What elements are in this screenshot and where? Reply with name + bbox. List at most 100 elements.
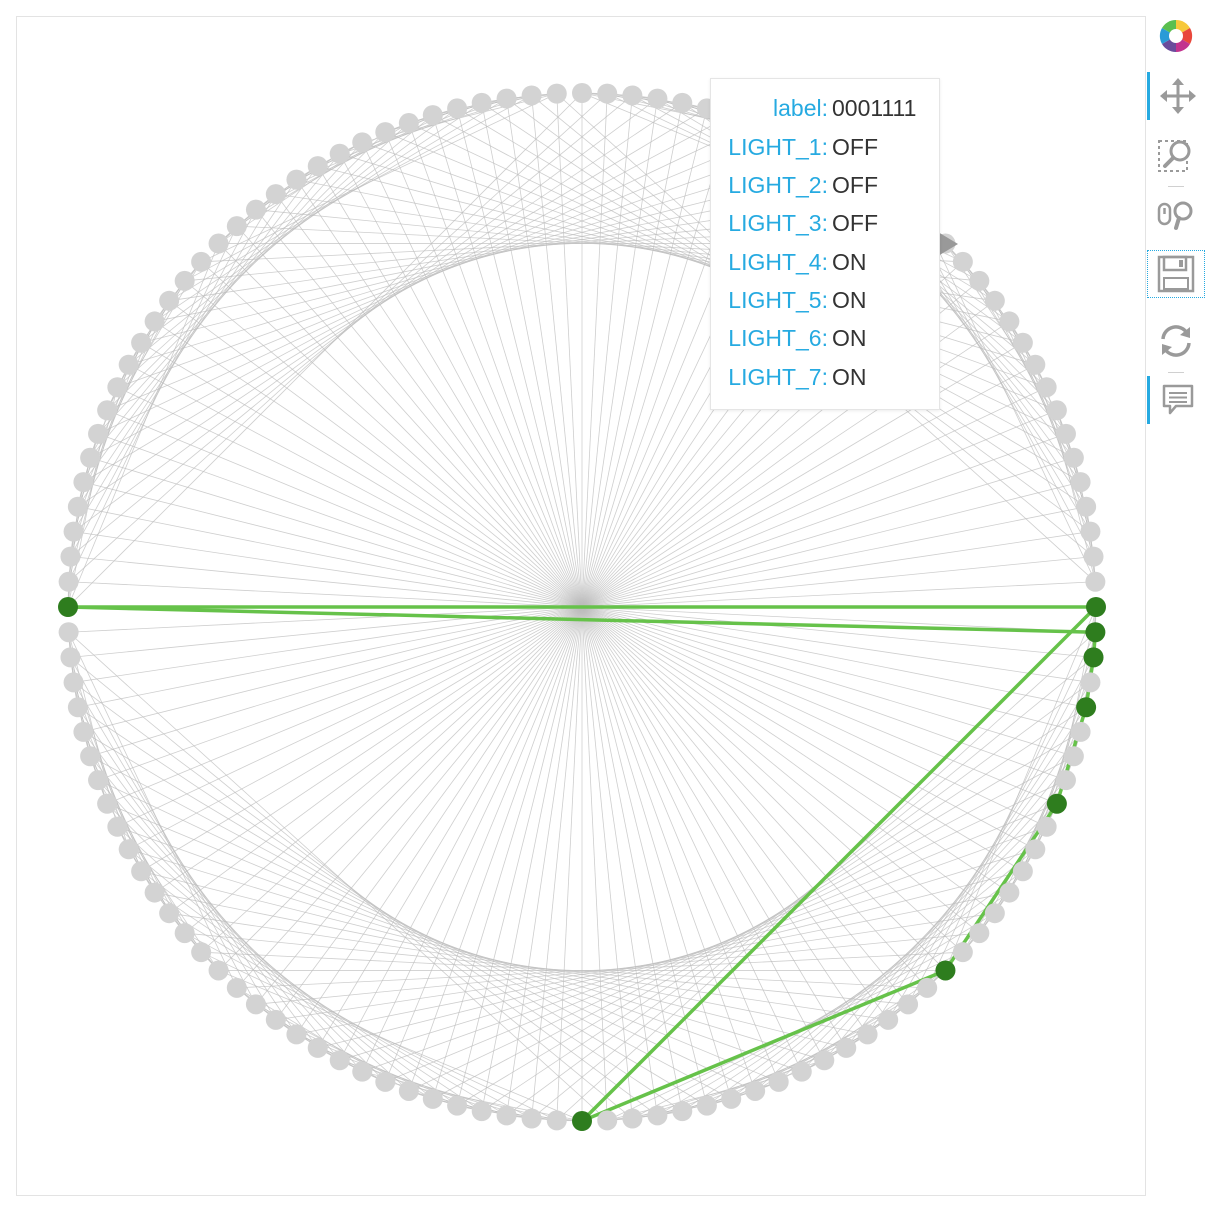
- graph-node[interactable]: [226, 216, 247, 237]
- graph-node[interactable]: [398, 1080, 419, 1101]
- graph-canvas[interactable]: [17, 17, 1147, 1197]
- graph-node[interactable]: [422, 105, 443, 126]
- graph-node[interactable]: [63, 672, 84, 693]
- graph-node[interactable]: [88, 770, 109, 791]
- graph-node[interactable]: [572, 83, 592, 103]
- graph-node[interactable]: [265, 1009, 286, 1030]
- plot-area[interactable]: [16, 16, 1146, 1196]
- graph-node[interactable]: [1055, 423, 1076, 444]
- graph-node[interactable]: [471, 1101, 492, 1122]
- graph-node[interactable]: [352, 132, 373, 153]
- graph-node[interactable]: [768, 1071, 789, 1092]
- graph-node[interactable]: [521, 85, 542, 106]
- graph-node[interactable]: [307, 1037, 328, 1058]
- graph-node[interactable]: [969, 923, 990, 944]
- graph-node[interactable]: [191, 942, 212, 963]
- graph-node[interactable]: [917, 977, 938, 998]
- graph-node[interactable]: [622, 1108, 643, 1129]
- graph-node[interactable]: [58, 622, 79, 643]
- graph-node[interactable]: [1012, 332, 1033, 353]
- highlighted-node[interactable]: [1083, 647, 1104, 668]
- graph-node[interactable]: [131, 332, 152, 353]
- graph-node[interactable]: [144, 882, 165, 903]
- graph-node[interactable]: [208, 233, 229, 254]
- graph-node[interactable]: [1012, 861, 1033, 882]
- graph-node[interactable]: [80, 746, 101, 767]
- graph-node[interactable]: [398, 113, 419, 134]
- graph-node[interactable]: [375, 122, 396, 143]
- graph-node[interactable]: [63, 521, 84, 542]
- graph-node[interactable]: [984, 290, 1005, 311]
- graph-node[interactable]: [1076, 496, 1097, 517]
- graph-node[interactable]: [836, 1037, 857, 1058]
- graph-node[interactable]: [745, 1080, 766, 1101]
- graph-node[interactable]: [174, 270, 195, 291]
- graph-node[interactable]: [447, 98, 468, 119]
- highlighted-node[interactable]: [935, 960, 956, 981]
- graph-node[interactable]: [329, 1050, 350, 1071]
- graph-node[interactable]: [721, 1088, 742, 1109]
- graph-node[interactable]: [329, 143, 350, 164]
- graph-node[interactable]: [1055, 770, 1076, 791]
- graph-node[interactable]: [67, 496, 88, 517]
- graph-node[interactable]: [791, 1061, 812, 1082]
- graph-node[interactable]: [118, 839, 139, 860]
- graph-node[interactable]: [1085, 571, 1106, 592]
- graph-node[interactable]: [471, 92, 492, 113]
- graph-node[interactable]: [191, 251, 212, 272]
- graph-node[interactable]: [496, 1105, 517, 1126]
- graph-node[interactable]: [1080, 521, 1101, 542]
- graph-node[interactable]: [814, 1050, 835, 1071]
- bokeh-logo[interactable]: [1147, 12, 1205, 60]
- graph-node[interactable]: [131, 861, 152, 882]
- hover-tool-button[interactable]: [1147, 376, 1205, 424]
- graph-node[interactable]: [496, 88, 517, 109]
- save-tool-button[interactable]: [1147, 250, 1205, 298]
- graph-node[interactable]: [647, 1105, 668, 1126]
- reset-tool-button[interactable]: [1147, 317, 1205, 365]
- highlighted-node[interactable]: [1076, 697, 1097, 718]
- graph-node[interactable]: [73, 721, 94, 742]
- graph-node[interactable]: [878, 1009, 899, 1030]
- graph-node[interactable]: [546, 1110, 567, 1131]
- graph-node[interactable]: [226, 977, 247, 998]
- graph-node[interactable]: [984, 903, 1005, 924]
- graph-node[interactable]: [521, 1108, 542, 1129]
- graph-node[interactable]: [1036, 377, 1057, 398]
- highlighted-node[interactable]: [1046, 793, 1067, 814]
- graph-node[interactable]: [1063, 746, 1084, 767]
- graph-node[interactable]: [97, 793, 118, 814]
- graph-node[interactable]: [58, 571, 79, 592]
- graph-node[interactable]: [60, 647, 81, 668]
- graph-node[interactable]: [245, 994, 266, 1015]
- graph-node[interactable]: [969, 270, 990, 291]
- graph-node[interactable]: [1083, 546, 1104, 567]
- graph-node[interactable]: [159, 903, 180, 924]
- graph-node[interactable]: [672, 92, 693, 113]
- graph-node[interactable]: [1025, 354, 1046, 375]
- graph-node[interactable]: [1025, 839, 1046, 860]
- graph-node[interactable]: [174, 923, 195, 944]
- graph-node[interactable]: [422, 1088, 443, 1109]
- graph-node[interactable]: [307, 156, 328, 177]
- graph-node[interactable]: [597, 1110, 618, 1131]
- graph-node[interactable]: [952, 251, 973, 272]
- graph-node[interactable]: [857, 1024, 878, 1045]
- graph-node[interactable]: [1063, 447, 1084, 468]
- graph-node[interactable]: [696, 1095, 717, 1116]
- box-zoom-tool-button[interactable]: [1147, 132, 1205, 180]
- graph-node[interactable]: [1036, 816, 1057, 837]
- graph-node[interactable]: [107, 816, 128, 837]
- graph-nodes[interactable]: [58, 83, 1106, 1131]
- graph-node[interactable]: [546, 83, 567, 104]
- wheel-zoom-tool-button[interactable]: [1147, 192, 1205, 240]
- graph-node[interactable]: [647, 88, 668, 109]
- graph-node[interactable]: [672, 1101, 693, 1122]
- graph-node[interactable]: [67, 697, 88, 718]
- highlighted-node[interactable]: [58, 597, 78, 617]
- highlighted-node[interactable]: [1085, 622, 1106, 643]
- graph-node[interactable]: [1046, 400, 1067, 421]
- graph-node[interactable]: [999, 311, 1020, 332]
- graph-node[interactable]: [1070, 472, 1091, 493]
- graph-node[interactable]: [144, 311, 165, 332]
